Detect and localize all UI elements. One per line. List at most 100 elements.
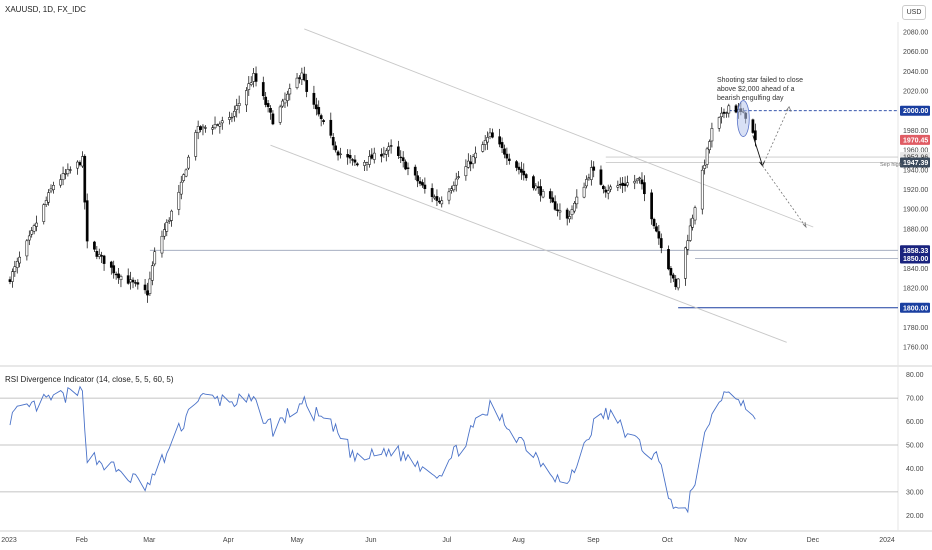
candle-body bbox=[589, 167, 593, 180]
price-tag-bg bbox=[900, 245, 930, 256]
candle-body bbox=[466, 160, 470, 168]
candle bbox=[249, 76, 253, 87]
candle-body bbox=[42, 204, 46, 222]
candle-body bbox=[68, 169, 72, 171]
candle bbox=[153, 247, 157, 267]
candle bbox=[708, 139, 711, 154]
drawings bbox=[736, 100, 807, 229]
candle-body bbox=[187, 156, 190, 169]
candle-body bbox=[447, 191, 451, 201]
candle-body bbox=[652, 218, 656, 227]
price-tag-bg bbox=[900, 302, 930, 313]
candle-body bbox=[635, 178, 639, 182]
currency-button[interactable]: USD bbox=[902, 5, 926, 20]
candle bbox=[314, 97, 318, 116]
price-axis-tick: 1960.00 bbox=[903, 148, 928, 155]
candle-body bbox=[281, 100, 284, 107]
price-axis-tick: 1760.00 bbox=[903, 345, 928, 352]
candle bbox=[503, 144, 506, 159]
candle-body bbox=[312, 92, 316, 105]
candle bbox=[421, 179, 424, 188]
candle-body bbox=[382, 153, 386, 155]
candle-body bbox=[271, 113, 275, 125]
price-tag-label: 1800.00 bbox=[903, 305, 928, 312]
candle-body bbox=[671, 274, 675, 279]
candle bbox=[170, 209, 173, 227]
candle-body bbox=[85, 200, 89, 242]
candle-body bbox=[450, 188, 453, 191]
candle bbox=[8, 276, 12, 285]
candle bbox=[623, 176, 627, 192]
candle bbox=[49, 184, 53, 194]
candle-body bbox=[100, 255, 104, 257]
time-axis-tick: Jun bbox=[365, 537, 376, 544]
candle-body bbox=[609, 186, 612, 190]
candle-body bbox=[573, 202, 576, 212]
candle bbox=[167, 217, 171, 225]
candle bbox=[117, 268, 120, 284]
candle bbox=[355, 162, 359, 167]
candle bbox=[684, 246, 687, 286]
candle-body bbox=[167, 219, 171, 222]
candle bbox=[134, 279, 137, 287]
price-axis-tick: 1920.00 bbox=[903, 187, 928, 194]
candle bbox=[150, 261, 154, 286]
candle bbox=[635, 178, 639, 184]
candle bbox=[418, 176, 422, 187]
candle-body bbox=[237, 102, 241, 106]
candle-body bbox=[669, 268, 673, 276]
candle bbox=[618, 177, 622, 189]
candle bbox=[751, 118, 755, 134]
candle-body bbox=[93, 241, 96, 250]
candle-body bbox=[368, 156, 371, 165]
candle bbox=[423, 177, 427, 194]
candle-body bbox=[245, 90, 248, 106]
candle-body bbox=[302, 73, 306, 81]
candle-body bbox=[650, 192, 653, 220]
candle-body bbox=[331, 137, 335, 146]
candle bbox=[548, 188, 552, 204]
candle-body bbox=[452, 185, 456, 191]
price-tag: 1800.00 bbox=[900, 302, 930, 313]
candle bbox=[686, 234, 690, 256]
candle-body bbox=[522, 170, 526, 176]
candle bbox=[589, 160, 593, 186]
candle-body bbox=[551, 197, 555, 203]
candle bbox=[370, 148, 374, 160]
candle-body bbox=[295, 77, 299, 88]
candle-body bbox=[416, 175, 419, 182]
candle-body bbox=[204, 127, 207, 129]
candle-body bbox=[66, 169, 70, 175]
candle-body bbox=[15, 261, 19, 268]
candle-body bbox=[109, 261, 113, 268]
candle-body bbox=[114, 273, 118, 276]
time-axis-tick: Oct bbox=[662, 537, 673, 544]
candle-body bbox=[97, 254, 101, 257]
candle bbox=[261, 76, 265, 100]
candle-body bbox=[727, 105, 731, 114]
candle bbox=[237, 95, 241, 114]
rsi-axis-tick: 60.00 bbox=[906, 419, 924, 426]
rsi-axis-tick: 70.00 bbox=[906, 396, 924, 403]
candle-body bbox=[722, 111, 726, 114]
candle bbox=[163, 223, 166, 240]
candle-body bbox=[334, 145, 337, 151]
candle-body bbox=[705, 148, 709, 165]
candle-body bbox=[486, 137, 489, 143]
candle bbox=[235, 98, 239, 118]
candle-body bbox=[232, 110, 236, 117]
candle-body bbox=[131, 279, 135, 283]
candle-body bbox=[575, 196, 579, 205]
time-axis-tick: Feb bbox=[76, 537, 88, 544]
candle bbox=[228, 111, 231, 125]
candle-body bbox=[517, 166, 521, 170]
candle-body bbox=[539, 186, 543, 196]
candle bbox=[148, 271, 152, 296]
candle-body bbox=[734, 105, 738, 113]
candle bbox=[553, 195, 557, 212]
candle bbox=[464, 159, 468, 181]
time-axis-tick: Sep bbox=[587, 537, 600, 544]
annotation-line-1: Shooting star failed to close bbox=[717, 77, 803, 84]
candle bbox=[556, 203, 559, 217]
